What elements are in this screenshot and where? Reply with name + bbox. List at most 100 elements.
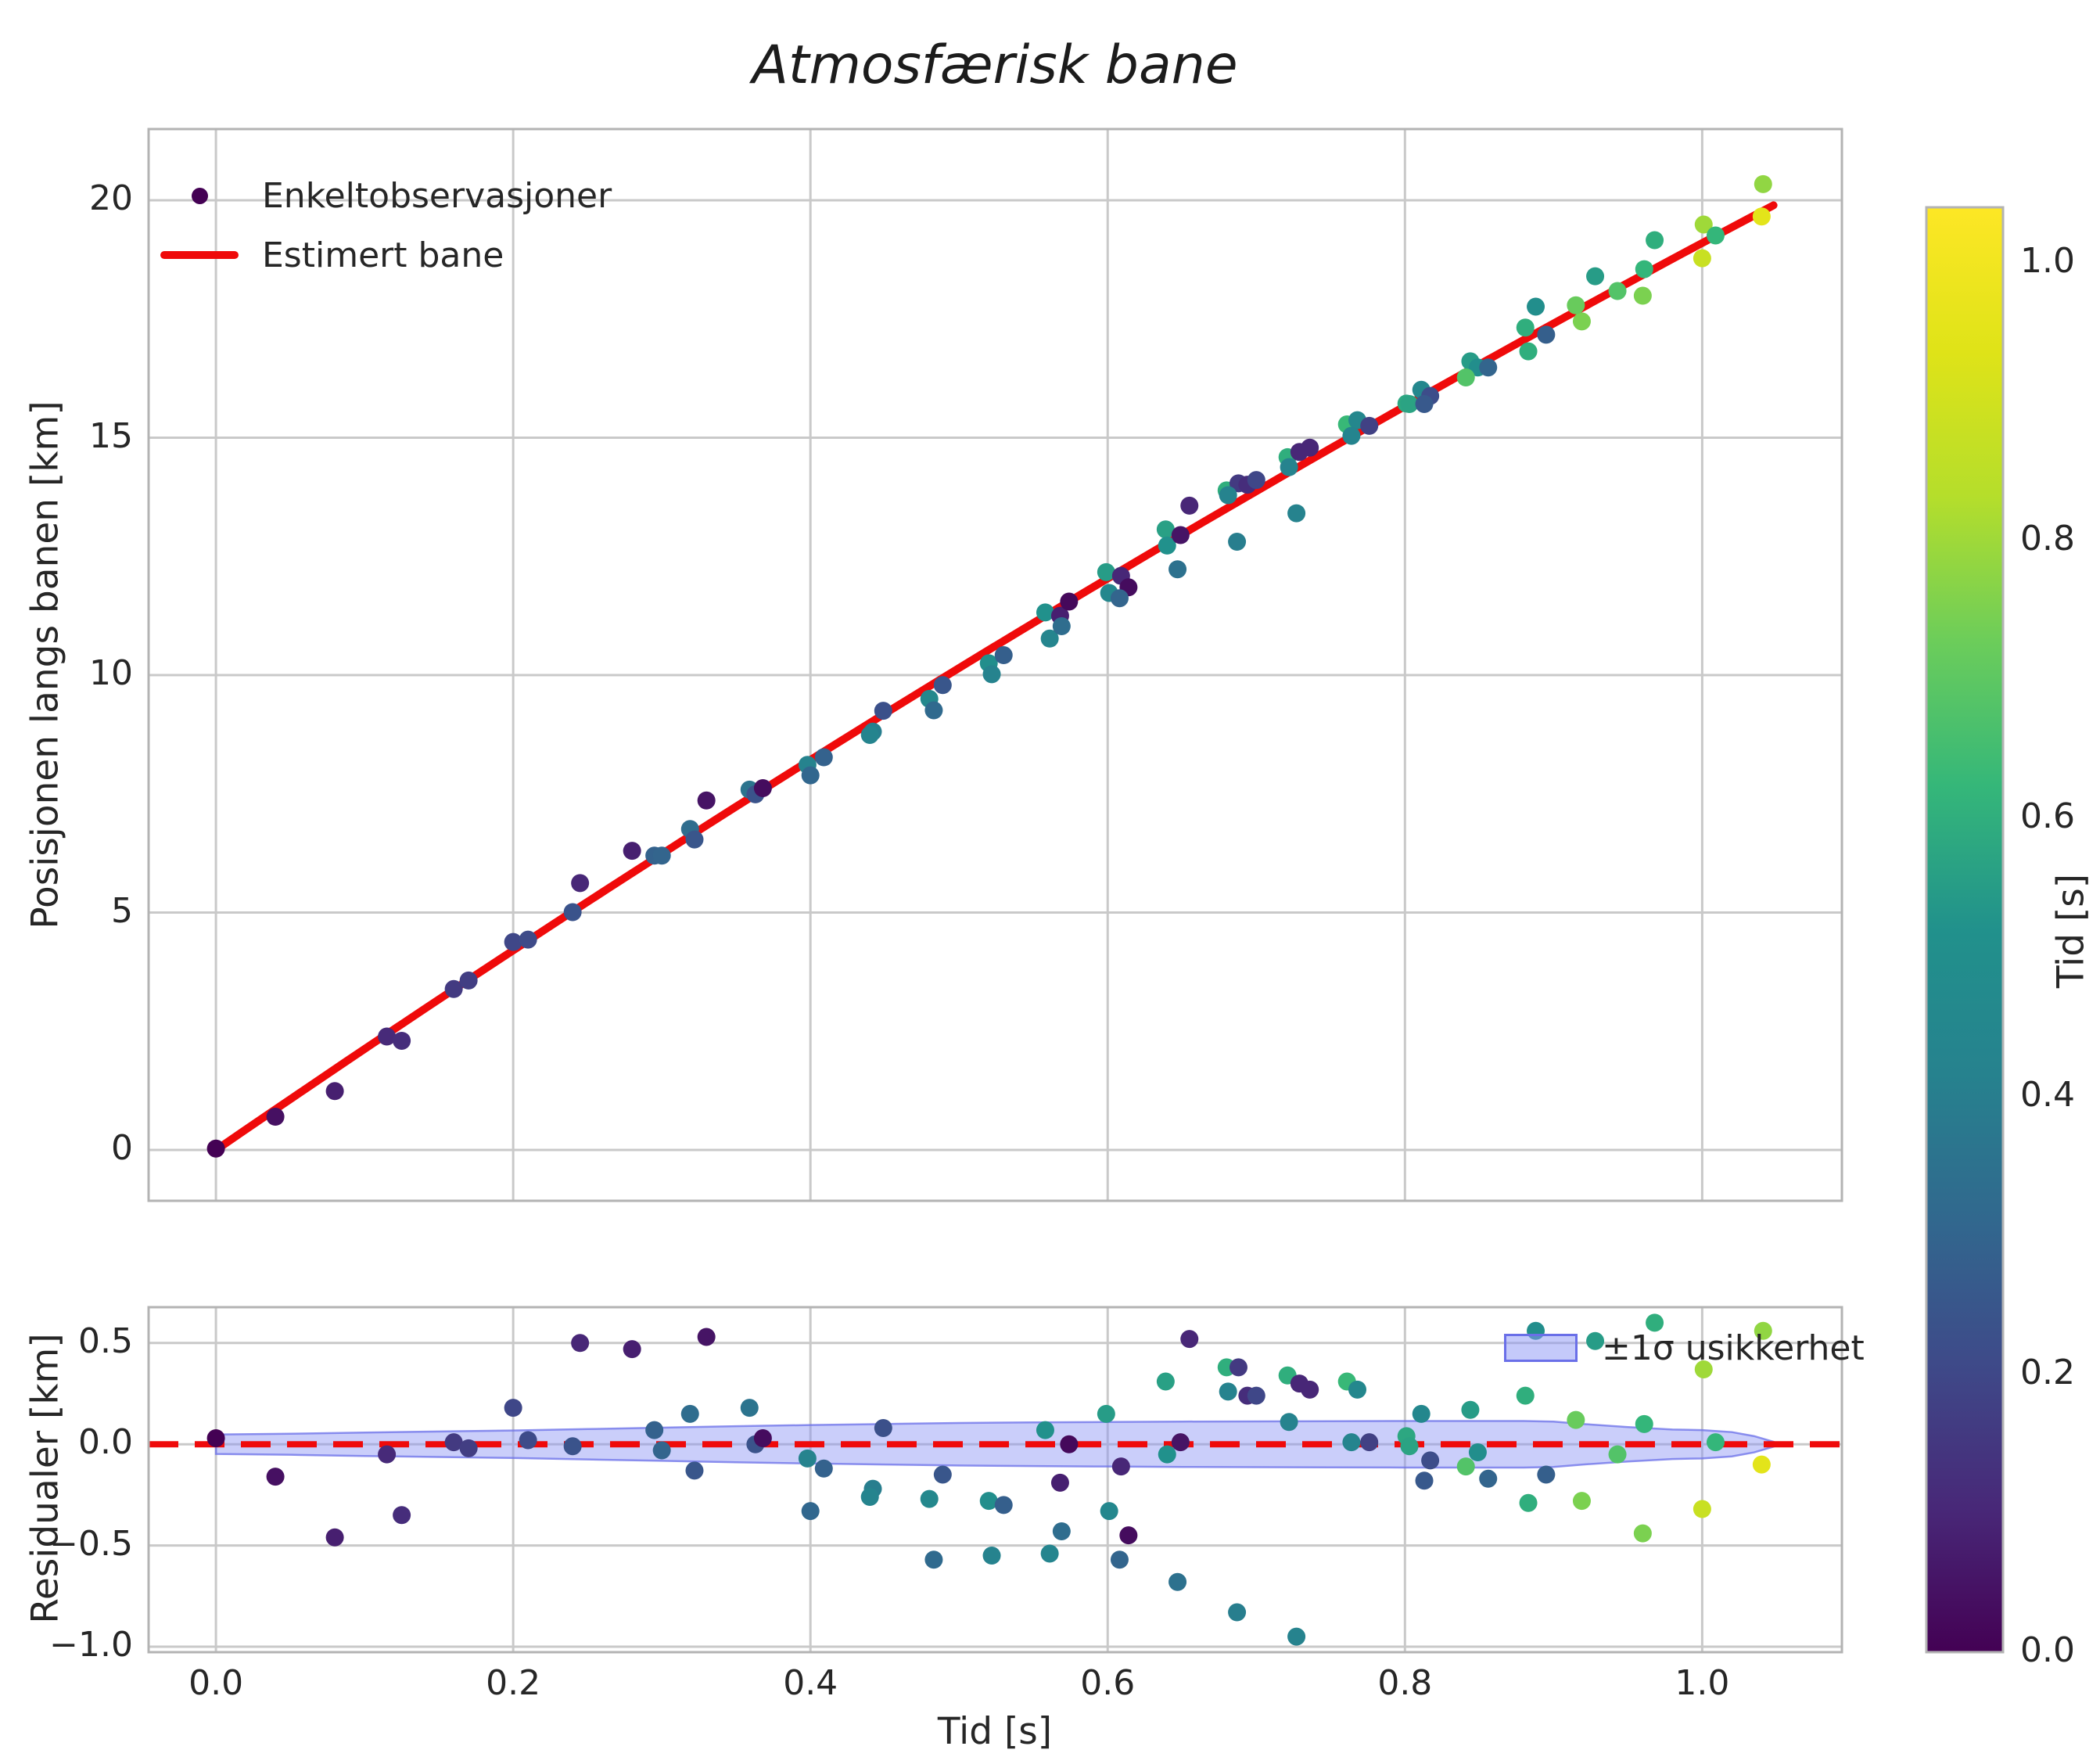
- residual-point: [994, 1496, 1013, 1514]
- colorbar-tick-label: 1.0: [2020, 241, 2075, 282]
- residual-point: [924, 1550, 943, 1569]
- axes-spine: [147, 128, 1843, 1202]
- residual-point: [1572, 1492, 1591, 1511]
- scatter-point: [1097, 562, 1115, 581]
- fit-line-marker-icon: [160, 251, 239, 259]
- residual-point: [1060, 1435, 1079, 1453]
- colorbar-tick-label: 0.6: [2020, 796, 2075, 837]
- colorbar-tick-label: 0.2: [2020, 1352, 2075, 1392]
- residual-point: [814, 1459, 833, 1478]
- residual-point: [1280, 1413, 1298, 1432]
- scatter-point: [563, 903, 582, 922]
- scatter-point: [1287, 504, 1306, 523]
- top-y-tick-label: 15: [89, 415, 133, 456]
- scatter-point: [1516, 318, 1535, 337]
- scatter-point: [1060, 592, 1079, 611]
- residual-point: [1461, 1400, 1480, 1419]
- residual-point: [1100, 1502, 1118, 1521]
- scatter-point: [814, 748, 833, 767]
- residual-point: [1287, 1627, 1306, 1646]
- residual-point: [1608, 1445, 1627, 1464]
- residual-point: [1567, 1410, 1585, 1429]
- scatter-point: [994, 646, 1013, 665]
- residual-point: [1156, 1372, 1175, 1391]
- legend-fit-line-label: Estimert bane: [262, 235, 504, 275]
- scatter-point: [1110, 589, 1129, 608]
- residual-point: [571, 1334, 590, 1353]
- scatter-point: [874, 702, 892, 720]
- residual-point: [645, 1421, 664, 1439]
- top-y-tick-label: 20: [89, 178, 133, 219]
- residual-point: [1097, 1404, 1115, 1423]
- x-tick-label: 0.4: [783, 1663, 838, 1703]
- scatter-point: [623, 842, 641, 861]
- residual-point: [459, 1439, 478, 1457]
- top-y-tick-label: 0: [111, 1128, 133, 1169]
- legend-fit-line: Estimert bane: [160, 233, 504, 277]
- residual-point: [1052, 1522, 1071, 1540]
- residual-point: [1180, 1330, 1199, 1349]
- scatter-point: [206, 1139, 225, 1158]
- scatter-point: [1519, 342, 1538, 361]
- residual-point: [1229, 1358, 1247, 1377]
- scatter-point: [1527, 297, 1545, 316]
- scatter-point: [1608, 282, 1627, 300]
- scatter-point: [1537, 325, 1556, 344]
- residual-point: [444, 1433, 463, 1452]
- residual-point: [1519, 1493, 1538, 1512]
- scatter-point: [1646, 231, 1664, 250]
- residual-point: [1421, 1451, 1440, 1470]
- residual-point: [685, 1461, 704, 1480]
- scatter-point: [1752, 207, 1771, 226]
- residual-point: [1516, 1386, 1535, 1405]
- scatter-point: [697, 791, 716, 810]
- scatter-point: [1301, 438, 1319, 457]
- page-title: Atmosfærisk bane: [752, 34, 1238, 96]
- residual-point: [740, 1399, 759, 1417]
- residual-point: [1635, 1414, 1653, 1433]
- scatter-point: [1400, 394, 1419, 413]
- scatter-point: [1247, 471, 1265, 490]
- residual-point: [1360, 1433, 1379, 1452]
- scatter-point: [1052, 617, 1071, 636]
- scatter-point: [393, 1031, 411, 1050]
- residual-point: [1706, 1433, 1725, 1452]
- residual-point: [519, 1431, 537, 1450]
- bottom-y-tick-label: 0.5: [78, 1320, 133, 1361]
- legend-uncertainty-label: ±1σ usikkerhet: [1602, 1328, 1865, 1368]
- residual-point: [378, 1445, 397, 1464]
- scatter-point: [1158, 536, 1176, 555]
- scatter-point: [266, 1108, 285, 1126]
- x-tick-label: 0.6: [1080, 1663, 1136, 1703]
- residual-point: [874, 1419, 892, 1438]
- scatter-point: [1567, 296, 1585, 314]
- residual-point: [623, 1340, 641, 1359]
- residual-point: [982, 1547, 1001, 1565]
- scatter-point: [685, 830, 704, 849]
- x-tick-label: 0.0: [188, 1663, 244, 1703]
- residual-point: [1348, 1380, 1367, 1399]
- scatter-point: [459, 971, 478, 990]
- scatter-point: [1219, 486, 1237, 505]
- residual-point: [1754, 1321, 1772, 1340]
- residual-point: [1119, 1526, 1138, 1545]
- scatter-point: [571, 874, 590, 893]
- scatter-point: [325, 1082, 344, 1101]
- scatter-point: [444, 979, 463, 998]
- residual-point: [798, 1449, 817, 1468]
- colorbar-spine: [1925, 206, 2005, 1654]
- scatter-point: [860, 726, 879, 745]
- residual-point: [1537, 1465, 1556, 1484]
- legend-uncertainty: ±1σ usikkerhet: [1504, 1326, 1865, 1370]
- observations-marker-icon: [191, 187, 208, 204]
- bottom-y-tick-label: −1.0: [49, 1625, 133, 1665]
- scatter-point: [753, 779, 772, 798]
- scatter-point: [801, 766, 820, 785]
- residual-point: [920, 1489, 939, 1508]
- scatter-point: [982, 665, 1001, 684]
- scatter-point: [1754, 174, 1772, 193]
- scatter-point: [1168, 560, 1187, 579]
- scatter-point: [1040, 629, 1059, 648]
- scatter-point: [1171, 526, 1190, 544]
